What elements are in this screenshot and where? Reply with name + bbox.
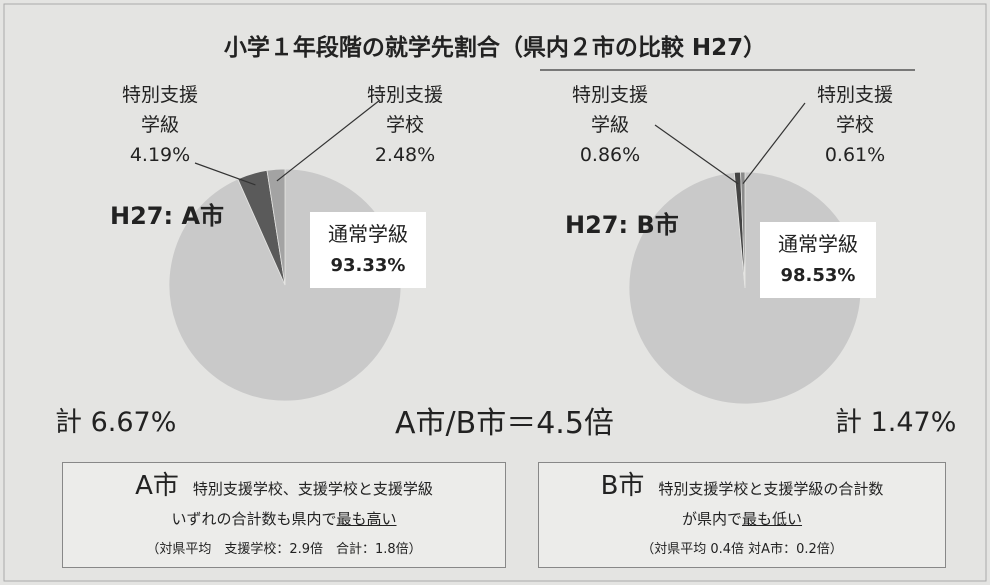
frame bbox=[3, 3, 987, 582]
category-label: 特別支援学級 bbox=[121, 84, 198, 136]
leader-line bbox=[654, 124, 739, 185]
note-text: 特別支援学校と支援学級の合計数 bbox=[658, 480, 884, 498]
slice-label: 特別支援学校 0.61% bbox=[800, 80, 910, 170]
leader-line bbox=[194, 162, 256, 186]
category-label: 通常学級 bbox=[328, 222, 408, 246]
value-label: 2.48% bbox=[374, 144, 436, 166]
note-text: 特別支援学校、支援学校と支援学級 bbox=[192, 480, 433, 498]
pie-title: H27: B市 bbox=[565, 211, 679, 239]
inner-label: 通常学級 98.53% bbox=[760, 222, 876, 298]
slice-label: 特別支援学級 0.86% bbox=[555, 80, 665, 170]
note-city: A市 bbox=[135, 471, 179, 501]
total-label: 計 6.67% bbox=[55, 407, 177, 438]
note-line: A市 特別支援学校、支援学校と支援学級 bbox=[73, 471, 495, 504]
value-label: 0.61% bbox=[824, 144, 886, 166]
note-emphasis: 最も高い bbox=[336, 510, 397, 528]
pie-title: H27: A市 bbox=[110, 202, 225, 230]
leader-line bbox=[276, 99, 381, 182]
note-b: B市 特別支援学校と支援学級の合計数 が県内で最も低い （対県平均 0.4倍 対A… bbox=[538, 462, 946, 568]
value-label: 0.86% bbox=[579, 144, 641, 166]
note-line: B市 特別支援学校と支援学級の合計数 bbox=[549, 471, 935, 504]
category-label: 特別支援学級 bbox=[571, 84, 648, 136]
pie-slice bbox=[740, 171, 746, 289]
value-label: 93.33% bbox=[330, 255, 406, 276]
ratio: A市/B市＝4.5倍 bbox=[395, 406, 614, 441]
pie-slice bbox=[266, 168, 286, 286]
category-label: 通常学級 bbox=[778, 232, 858, 256]
total-label: 計 1.47% bbox=[835, 407, 957, 438]
value-label: 98.53% bbox=[780, 265, 856, 286]
note-emphasis: 最も低い bbox=[742, 510, 803, 528]
note-text: が県内で bbox=[681, 510, 742, 528]
title: 小学１年段階の就学先割合（県内２市の比較 H27） bbox=[223, 35, 767, 61]
value-label: 4.19% bbox=[129, 144, 191, 166]
note-detail: （対県平均 支援学校：2.9倍 合計：1.8倍） bbox=[146, 542, 422, 557]
category-label: 特別支援学校 bbox=[366, 84, 443, 136]
category-label: 特別支援学校 bbox=[816, 84, 893, 136]
leader-line bbox=[742, 102, 806, 184]
note-line: が県内で最も低い bbox=[549, 504, 935, 534]
slice-label: 特別支援学校 2.48% bbox=[350, 80, 460, 170]
note-line: いずれの合計数も県内で最も高い bbox=[73, 504, 495, 534]
slice-label: 特別支援学級 4.19% bbox=[105, 80, 215, 170]
note-a: A市 特別支援学校、支援学校と支援学級 いずれの合計数も県内で最も高い （対県平均… bbox=[62, 462, 506, 568]
note-text: いずれの合計数も県内で bbox=[171, 510, 337, 528]
note-city: B市 bbox=[600, 471, 645, 501]
note-detail: （対県平均 0.4倍 対A市：0.2倍） bbox=[641, 542, 843, 557]
inner-label: 通常学級 93.33% bbox=[310, 212, 426, 288]
